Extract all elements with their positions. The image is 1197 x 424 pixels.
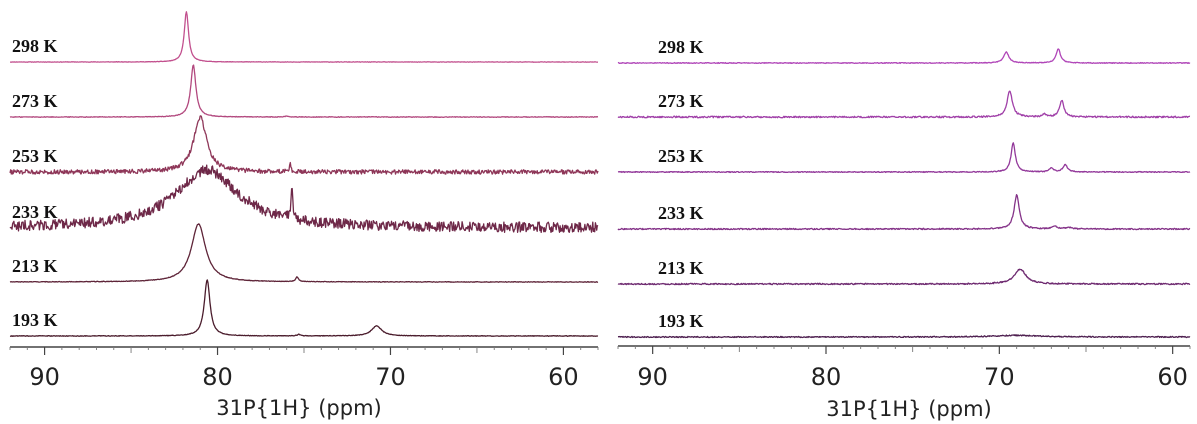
x-axis-title: 31P{1H} (ppm) (826, 397, 991, 421)
temperature-label: 298 K (658, 37, 704, 57)
temperature-label: 213 K (658, 258, 704, 278)
x-tick-label: 80 (811, 363, 842, 391)
right-spectra-panel: 298 K 273 K 253 K 233 K 213 K 193 K 90 80 70 60 31… (617, 37, 1191, 421)
temperature-label: 273 K (12, 91, 58, 111)
spectrum-trace-213k (617, 268, 1191, 286)
temperature-label: 253 K (658, 146, 704, 166)
spectrum-trace-273k (9, 64, 599, 118)
x-tick-label: 70 (984, 363, 1015, 391)
spectrum-trace-298k (617, 48, 1191, 65)
x-axis-title: 31P{1H} (ppm) (216, 396, 381, 420)
x-tick-label: 80 (202, 363, 233, 391)
temperature-label: 253 K (12, 146, 58, 166)
temperature-label: 193 K (658, 311, 704, 331)
spectrum-trace-193k (9, 279, 599, 337)
x-tick-label: 90 (29, 363, 60, 391)
x-tick-label: 60 (1157, 363, 1188, 391)
spectrum-trace-233k (9, 164, 599, 234)
temperature-label: 273 K (658, 91, 704, 111)
left-spectra-panel: 298 K 273 K 253 K 233 K 213 K 193 K 90 80 70 60 31… (9, 11, 599, 420)
spectrum-trace-233k (617, 194, 1191, 231)
temperature-label: 193 K (12, 310, 58, 330)
spectrum-trace-193k (617, 334, 1191, 339)
temperature-label: 233 K (12, 202, 58, 222)
temperature-label: 298 K (12, 36, 58, 56)
temperature-label: 233 K (658, 203, 704, 223)
spectrum-trace-273k (617, 90, 1191, 119)
x-tick-label: 60 (548, 363, 579, 391)
spectrum-trace-298k (10, 11, 599, 63)
x-tick-label: 90 (637, 363, 668, 391)
x-tick-label: 70 (375, 363, 406, 391)
spectrum-trace-213k (9, 223, 599, 283)
spectrum-trace-253k (9, 115, 599, 175)
spectrum-trace-253k (617, 142, 1191, 174)
temperature-label: 213 K (12, 256, 58, 276)
